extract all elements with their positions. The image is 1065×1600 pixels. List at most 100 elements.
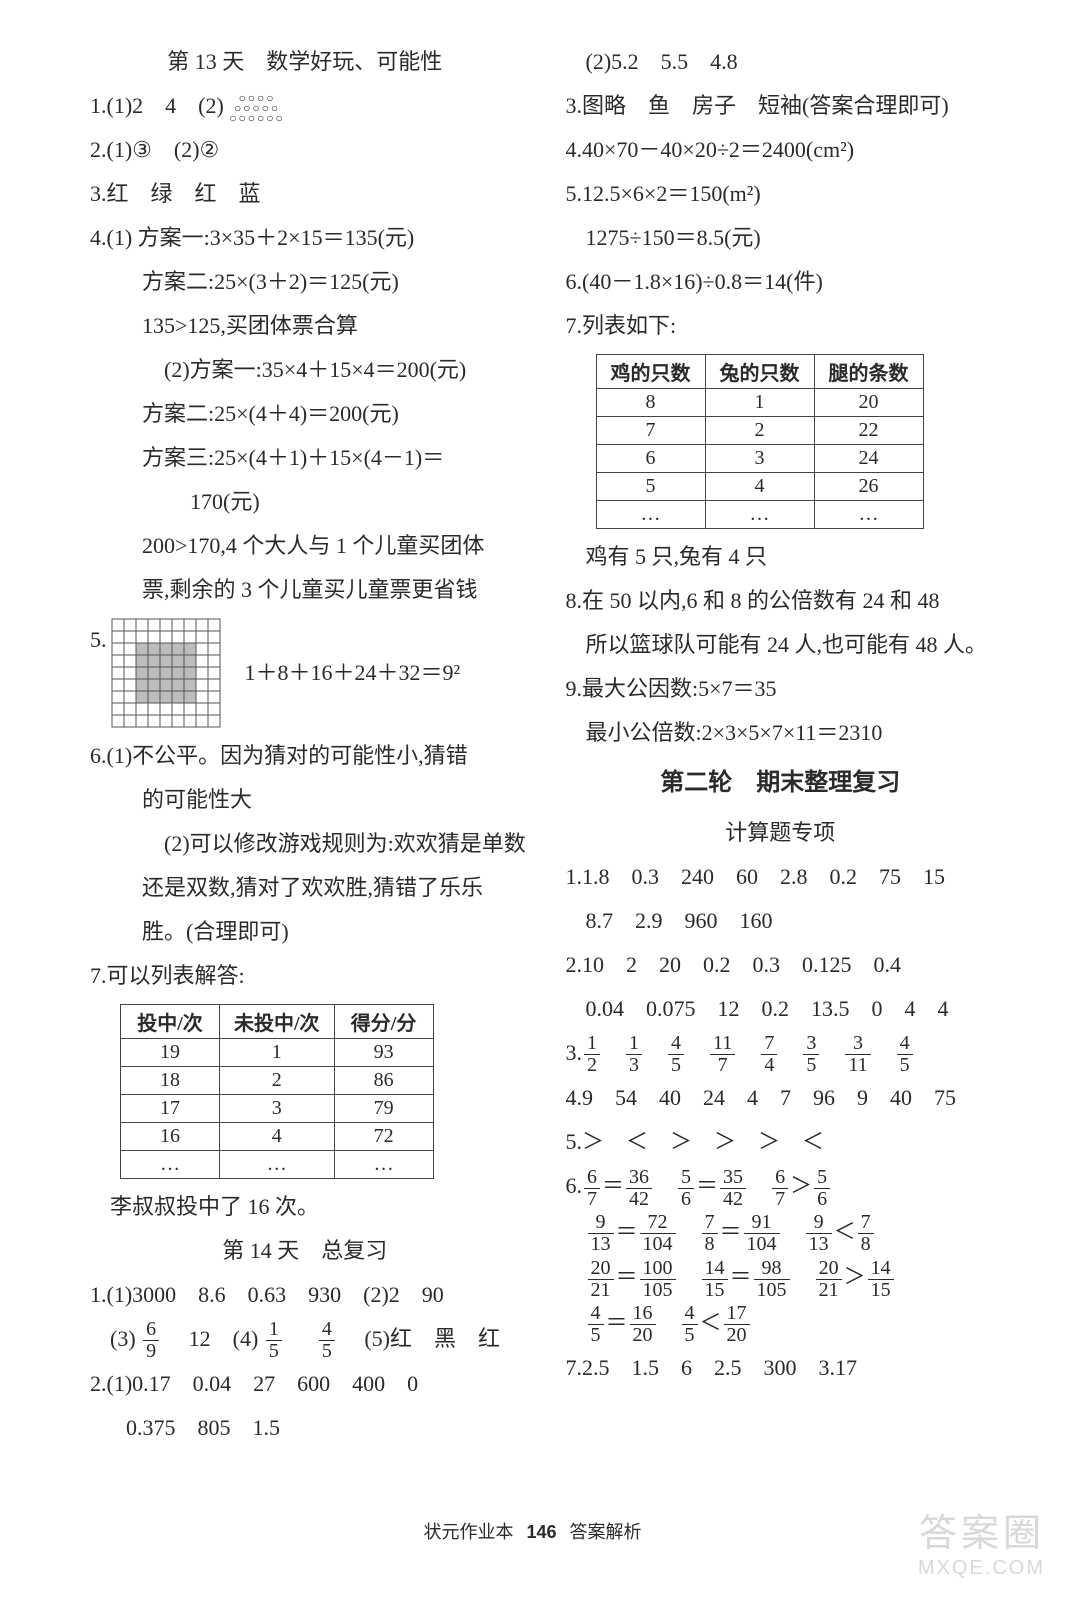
table-row: 18286 xyxy=(121,1067,434,1095)
page-columns: 第 13 天 数学好玩、可能性 1.(1)2 4 (2) ○○○○○○○○○○○… xyxy=(0,0,1065,1510)
fraction: 67 xyxy=(584,1167,600,1210)
l-q7-head: 7.可以列表解答: xyxy=(90,954,520,998)
table-row: 16472 xyxy=(121,1123,434,1151)
l-q5-label: 5. xyxy=(90,627,107,652)
fraction: 2021 xyxy=(816,1258,842,1301)
fraction: 3542 xyxy=(720,1167,746,1210)
table-cell: 4 xyxy=(220,1123,335,1151)
d14-1b-pre: (3) xyxy=(110,1326,136,1351)
c3: 3.12 13 45 117 74 35 311 45 xyxy=(566,1031,996,1076)
fraction: 78 xyxy=(702,1212,718,1255)
table-cell: … xyxy=(334,1151,433,1179)
table-cell: 72 xyxy=(334,1123,433,1151)
fraction: 98105 xyxy=(754,1258,790,1301)
table-cell: 18 xyxy=(121,1067,220,1095)
table-cell: 8 xyxy=(596,389,705,417)
table-cell: 1 xyxy=(705,389,814,417)
table-cell: 17 xyxy=(121,1095,220,1123)
fraction: 117 xyxy=(710,1033,735,1076)
l-q6-1a: 6.(1)不公平。因为猜对的可能性小,猜错 xyxy=(90,734,520,778)
fr-1-5: 15 xyxy=(266,1319,282,1362)
table-cell: 3 xyxy=(220,1095,335,1123)
fraction: 1415 xyxy=(702,1258,728,1301)
l-q4-2e: 200>170,4 个大人与 1 个儿童买团体 xyxy=(90,524,520,568)
l-q5-expr: 1＋8＋16＋24＋32＝9² xyxy=(245,660,461,685)
day13-title: 第 13 天 数学好玩、可能性 xyxy=(90,40,520,84)
fraction: 45 xyxy=(897,1033,913,1076)
l-q6-1b: 的可能性大 xyxy=(90,778,520,822)
table-cell: 2 xyxy=(220,1067,335,1095)
fraction: 45 xyxy=(668,1033,684,1076)
table-cell: 1 xyxy=(220,1039,335,1067)
table-cell: 3 xyxy=(705,445,814,473)
table-row: 5426 xyxy=(596,473,923,501)
l-q3: 3.红 绿 红 蓝 xyxy=(90,172,520,216)
fraction: 67 xyxy=(772,1167,788,1210)
r5a: 5.12.5×6×2＝150(m²) xyxy=(566,172,996,216)
fr-6-9: 69 xyxy=(143,1319,159,1362)
l-q5: 5. 1＋8＋16＋24＋32＝9² xyxy=(90,618,520,728)
fraction: 35 xyxy=(803,1033,819,1076)
fraction: 45 xyxy=(588,1303,604,1346)
table-row: 6324 xyxy=(596,445,923,473)
table-cell: 6 xyxy=(596,445,705,473)
table-cell: 26 xyxy=(814,473,923,501)
l-q4-2a-t: (2)方案一:35×4＋15×4＝200(元) xyxy=(164,357,466,382)
circle-diagram: ○○○○○○○○○○○○○○○ xyxy=(229,93,285,123)
grid-figure xyxy=(111,618,221,728)
c1b: 8.7 2.9 960 160 xyxy=(566,899,996,943)
c1a: 1.1.8 0.3 240 60 2.8 0.2 75 15 xyxy=(566,855,996,899)
table-cell: … xyxy=(596,501,705,529)
table-cell: 2 xyxy=(705,417,814,445)
r8a: 8.在 50 以内,6 和 8 的公倍数有 24 和 48 xyxy=(566,579,996,623)
d14-1b-mid: 12 (4) xyxy=(167,1326,259,1351)
fraction: 2021 xyxy=(588,1258,614,1301)
table-header: 投中/次 xyxy=(121,1005,220,1039)
l-q4-2f: 票,剩余的 3 个儿童买儿童票更省钱 xyxy=(90,568,520,612)
table-cell: 24 xyxy=(814,445,923,473)
footer-right: 答案解析 xyxy=(570,1522,642,1542)
round2-title: 第二轮 期末整理复习 xyxy=(566,759,996,807)
c7: 7.2.5 1.5 6 2.5 300 3.17 xyxy=(566,1346,996,1390)
table-cell: 5 xyxy=(596,473,705,501)
table-r7: 鸡的只数兔的只数腿的条数8120722263245426……… xyxy=(596,354,924,529)
r9b: 最小公倍数:2×3×5×7×11＝2310 xyxy=(566,711,996,755)
fr-4-5: 45 xyxy=(319,1319,335,1362)
table-header: 兔的只数 xyxy=(705,355,814,389)
table-header: 鸡的只数 xyxy=(596,355,705,389)
l-q4-2d: 170(元) xyxy=(90,480,520,524)
table-cell: 93 xyxy=(334,1039,433,1067)
table-cell: 4 xyxy=(705,473,814,501)
r1: (2)5.2 5.5 4.8 xyxy=(566,40,996,84)
table-row: 7222 xyxy=(596,417,923,445)
d14-1a: 1.(1)3000 8.6 0.63 930 (2)2 90 xyxy=(90,1273,520,1317)
table-cell: 19 xyxy=(121,1039,220,1067)
d14-1b-suf: (5)红 黑 红 xyxy=(342,1326,500,1351)
fr-n: 6 xyxy=(143,1319,159,1341)
table-row: 17379 xyxy=(121,1095,434,1123)
d14-2a: 2.(1)0.17 0.04 27 600 400 0 xyxy=(90,1362,520,1406)
round2-sub: 计算题专项 xyxy=(566,811,996,855)
footer-left: 状元作业本 xyxy=(423,1522,513,1542)
fr-d: 9 xyxy=(143,1341,159,1362)
fraction: 72104 xyxy=(640,1212,676,1255)
r9a: 9.最大公因数:5×7＝35 xyxy=(566,667,996,711)
r5b: 1275÷150＝8.5(元) xyxy=(566,216,996,260)
l-q1-text: 1.(1)2 4 (2) xyxy=(90,93,229,118)
r3: 3.图略 鱼 房子 短袖(答案合理即可) xyxy=(566,84,996,128)
l-q4-2b: 方案二:25×(4＋4)＝200(元) xyxy=(90,392,520,436)
fraction: 100105 xyxy=(640,1258,676,1301)
l-q2: 2.(1)③ (2)② xyxy=(90,128,520,172)
r7-ans: 鸡有 5 只,兔有 4 只 xyxy=(566,535,996,579)
r7-head: 7.列表如下: xyxy=(566,304,996,348)
r4: 4.40×70－40×20÷2＝2400(cm²) xyxy=(566,128,996,172)
fraction: 3642 xyxy=(626,1167,652,1210)
footer-page: 146 xyxy=(526,1522,556,1542)
fr-d: 5 xyxy=(319,1341,335,1362)
l-q4-2c: 方案三:25×(4＋1)＋15×(4－1)＝ xyxy=(90,436,520,480)
l-q4-1a: 4.(1) 方案一:3×35＋2×15＝135(元) xyxy=(90,216,520,260)
table-cell: 20 xyxy=(814,389,923,417)
d14-1b: (3) 69 12 (4) 15 45 (5)红 黑 红 xyxy=(90,1317,520,1362)
fraction: 91104 xyxy=(744,1212,780,1255)
c4: 4.9 54 40 24 4 7 96 9 40 75 xyxy=(566,1076,996,1120)
